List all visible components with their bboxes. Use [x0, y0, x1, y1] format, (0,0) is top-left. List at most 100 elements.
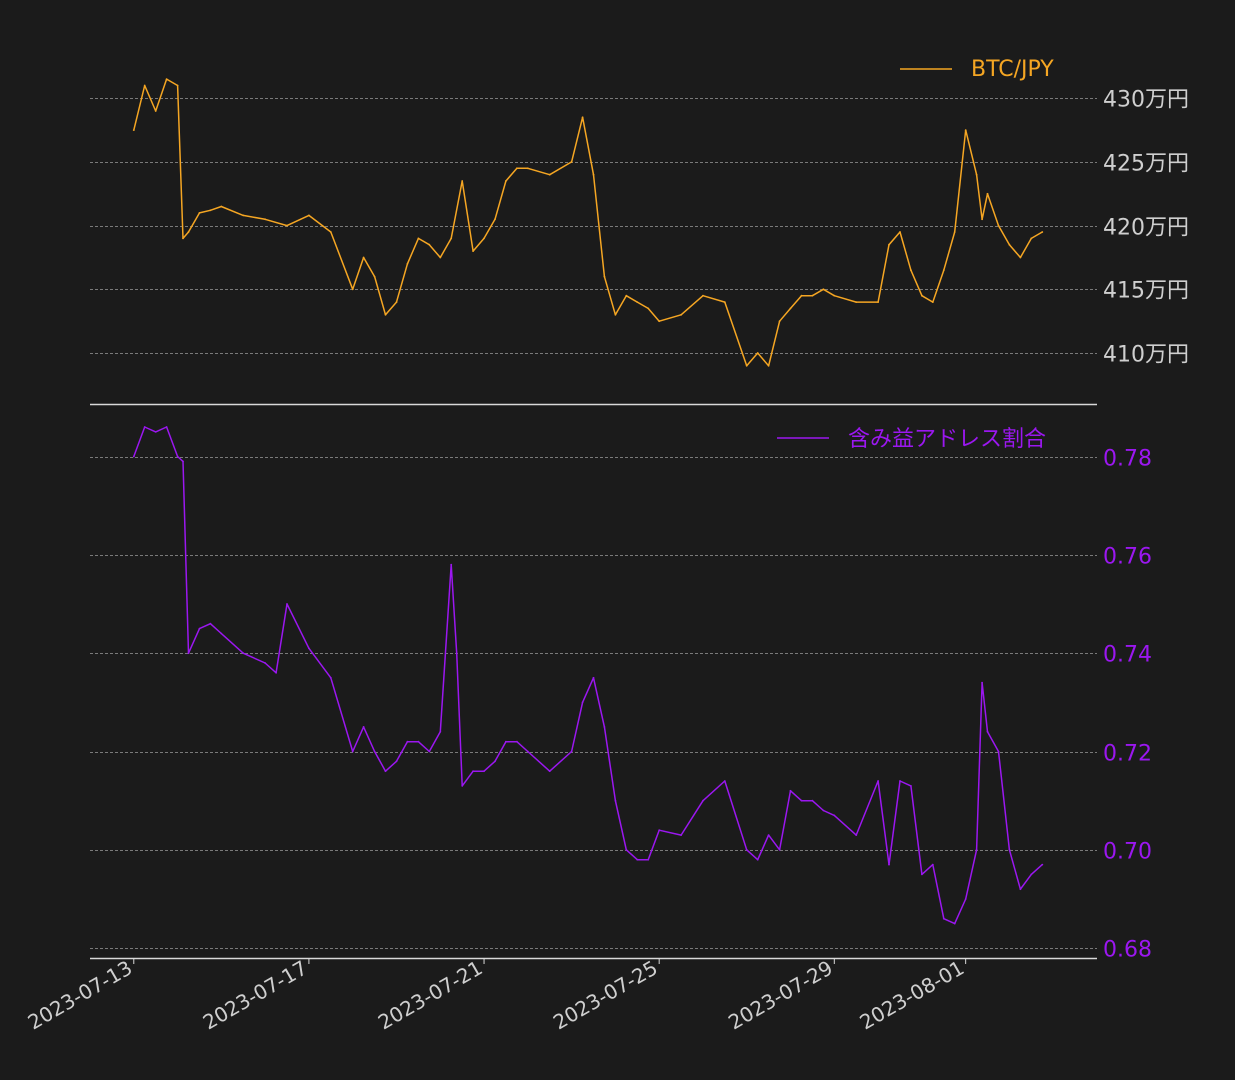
btc-y-tick-label: 425万円	[1103, 152, 1189, 177]
ratio-data-point	[143, 426, 146, 428]
btc-data-point	[647, 307, 650, 310]
ratio-data-point	[658, 829, 661, 832]
btc-data-point	[975, 173, 978, 176]
btc-data-point	[362, 256, 365, 259]
btc-data-point	[953, 231, 956, 233]
btc-data-point	[505, 180, 507, 182]
btc-data-point	[981, 218, 983, 221]
x-axis: 2023-07-13 2023-07-17 2023-07-21 2023-07-25…	[24, 956, 969, 1035]
ratio-data-point	[198, 627, 201, 630]
btc-y-tick-label: 420万円	[1103, 216, 1189, 241]
ratio-data-point	[187, 652, 190, 655]
ratio-legend-label: 含み益アドレス割合	[848, 427, 1046, 452]
ratio-data-point	[981, 681, 983, 684]
btc-data-point	[384, 313, 387, 316]
ratio-data-point	[778, 848, 781, 851]
ratio-panel: 0.68 0.70 0.72 0.74 0.76 0.78	[90, 426, 1152, 963]
ratio-data-point	[921, 873, 923, 876]
ratio-data-point	[702, 799, 704, 802]
ratio-data-point	[373, 750, 376, 753]
ratio-data-point	[855, 834, 858, 836]
ratio-data-point	[308, 647, 310, 650]
btc-data-point	[658, 320, 661, 323]
ratio-data-point	[767, 834, 770, 836]
ratio-data-point	[548, 770, 551, 773]
btc-y-tick-label: 430万円	[1103, 88, 1189, 113]
x-tick-label: 2023-07-21	[374, 956, 487, 1035]
ratio-y-tick-label: 0.78	[1103, 447, 1152, 472]
ratio-data-point	[286, 603, 288, 605]
ratio-data-point	[910, 785, 912, 787]
btc-data-point	[176, 84, 179, 87]
btc-data-point	[910, 269, 912, 272]
btc-data-point	[439, 256, 442, 259]
ratio-data-point	[455, 652, 458, 655]
x-tick-label: 2023-07-13	[24, 956, 137, 1035]
btc-data-point	[931, 301, 934, 303]
x-tick-label: 2023-07-17	[199, 956, 312, 1035]
btc-data-point	[680, 313, 682, 316]
ratio-data-point	[789, 789, 792, 792]
ratio-data-point	[182, 460, 184, 463]
ratio-data-point	[428, 750, 431, 753]
ratio-data-point	[176, 455, 179, 458]
ratio-data-point	[592, 676, 595, 679]
ratio-data-point	[877, 780, 879, 782]
ratio-data-point	[275, 671, 277, 674]
ratio-data-point	[1030, 873, 1033, 876]
btc-data-point	[888, 243, 890, 246]
btc-data-point	[1030, 237, 1033, 240]
btc-data-point	[472, 250, 474, 253]
ratio-y-tick-label: 0.72	[1103, 742, 1152, 767]
btc-data-point	[286, 224, 288, 227]
btc-data-point	[132, 129, 135, 132]
btc-data-point	[264, 218, 266, 221]
btc-data-point	[702, 294, 704, 297]
ratio-data-point	[264, 662, 266, 664]
btc-data-point	[789, 307, 792, 310]
ratio-data-point	[997, 750, 1000, 753]
btc-data-point	[198, 212, 201, 214]
btc-data-point	[1008, 243, 1011, 246]
ratio-data-point	[833, 814, 836, 817]
ratio-data-point	[505, 740, 507, 743]
ratio-data-point	[417, 740, 420, 743]
ratio-data-point	[756, 858, 759, 861]
ratio-data-point	[899, 780, 901, 782]
btc-data-point	[526, 167, 529, 170]
btc-data-point	[800, 294, 803, 297]
btc-data-point	[428, 243, 431, 246]
btc-data-point	[899, 231, 901, 233]
btc-y-tick-label: 410万円	[1103, 343, 1189, 368]
btc-data-point	[570, 161, 573, 163]
btc-data-point	[308, 214, 310, 217]
btc-data-point	[592, 173, 595, 176]
btc-data-point	[1041, 231, 1044, 233]
btc-data-point	[603, 275, 606, 278]
btc-data-point	[395, 301, 398, 303]
btc-data-point	[220, 205, 223, 208]
ratio-data-point	[647, 858, 650, 861]
btc-data-point	[723, 301, 726, 303]
ratio-y-tick-label: 0.70	[1103, 840, 1152, 865]
ratio-data-point	[384, 770, 387, 773]
btc-data-point	[351, 288, 354, 291]
btc-data-point	[778, 320, 781, 323]
ratio-data-point	[1008, 848, 1011, 851]
btc-data-point	[417, 237, 420, 240]
btc-data-point	[833, 294, 836, 297]
ratio-data-point	[242, 652, 245, 655]
ratio-data-point	[220, 632, 223, 635]
ratio-legend: 含み益アドレス割合	[777, 427, 1046, 452]
btc-data-point	[997, 224, 1000, 227]
ratio-data-point	[745, 848, 748, 851]
btc-data-point	[855, 301, 858, 303]
ratio-data-point	[406, 740, 409, 743]
ratio-data-point	[351, 750, 354, 753]
btc-data-point	[242, 214, 245, 217]
btc-data-point	[614, 313, 617, 316]
btc-data-point	[143, 84, 146, 87]
ratio-data-point	[494, 760, 496, 763]
ratio-data-point	[625, 848, 628, 851]
